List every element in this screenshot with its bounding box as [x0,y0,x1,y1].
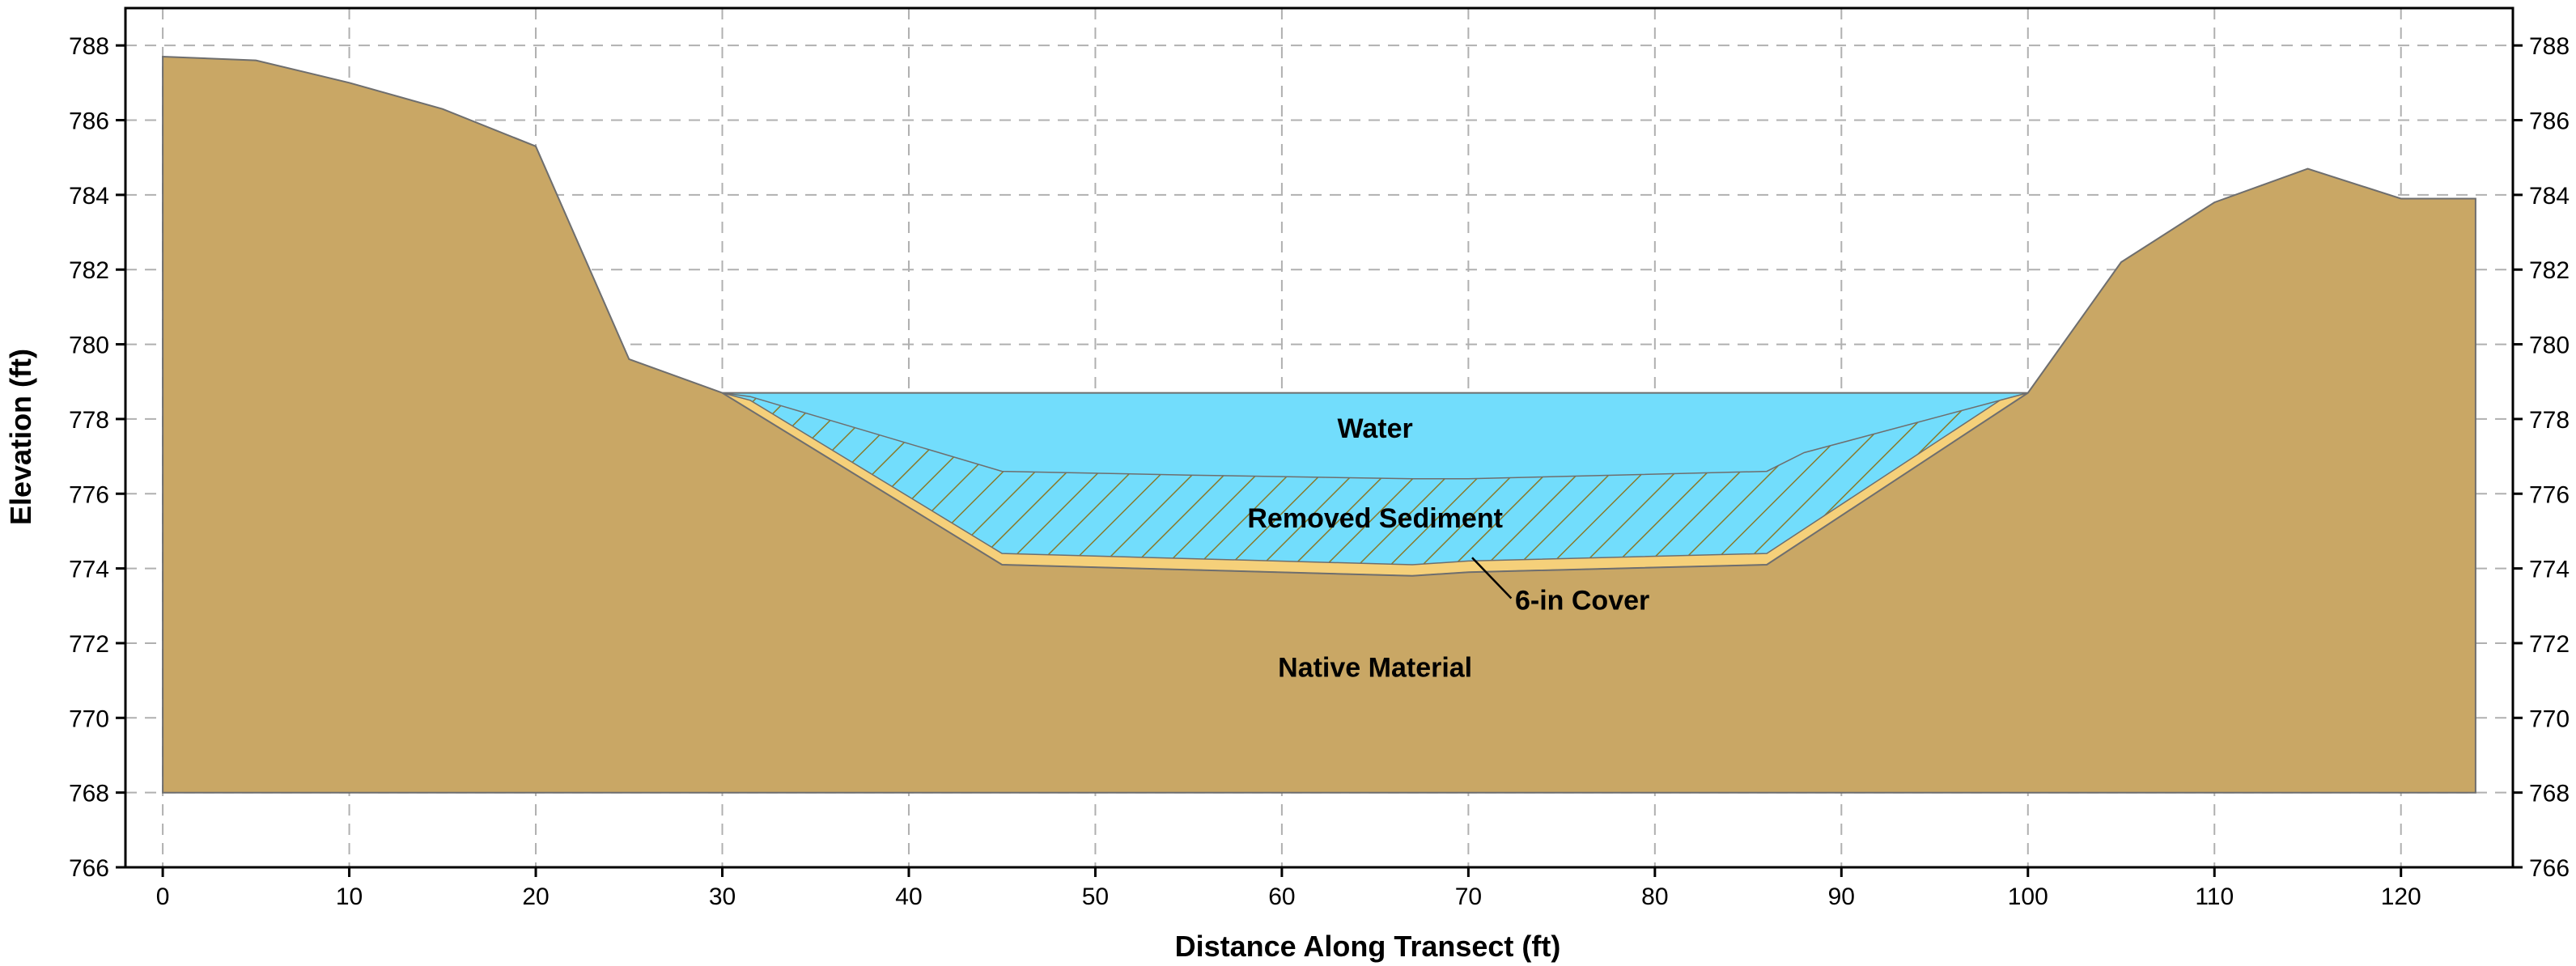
cover-label: 6-in Cover [1515,585,1649,616]
y-tick-label-right: 782 [2529,257,2570,284]
y-tick-label-right: 768 [2529,781,2570,807]
y-tick-label-left: 774 [69,557,109,583]
plot-frame [124,6,2514,869]
native-material-area [162,55,2476,794]
x-tick-label: 120 [2381,883,2421,910]
x-tick-label: 50 [1082,883,1109,910]
y-tick-label-left: 788 [69,33,109,60]
x-tick-label: 90 [1828,883,1855,910]
x-tick-label: 70 [1455,883,1482,910]
y-tick-label-right: 766 [2529,855,2570,882]
y-tick-label-right: 778 [2529,407,2570,434]
x-tick-label: 0 [156,883,170,910]
y-tick-label-left: 766 [69,855,109,882]
axes: 0 10 20 30 40 50 60 70 80 90 100 110 120 766 766 768 768… [69,33,2570,910]
y-tick-label-right: 776 [2529,481,2570,508]
x-tick-label: 60 [1268,883,1295,910]
native-material-label: Native Material [1278,653,1472,684]
y-tick-label-right: 788 [2529,33,2570,60]
y-tick-label-left: 782 [69,257,109,284]
y-tick-label-left: 786 [69,108,109,135]
y-tick-label-right: 774 [2529,557,2570,583]
x-tick-label: 10 [336,883,363,910]
x-tick-label: 80 [1641,883,1668,910]
y-tick-label-right: 770 [2529,705,2570,732]
removed-sediment-label: Removed Sediment [1247,503,1503,534]
y-tick-label-left: 784 [69,183,109,210]
x-tick-label: 110 [2195,883,2234,910]
y-tick-label-right: 780 [2529,333,2570,359]
x-tick-label: 40 [895,883,922,910]
y-tick-label-left: 772 [69,631,109,658]
y-tick-label-left: 770 [69,705,109,732]
region-labels: Water Removed Sediment 6-in Cover Native… [1247,413,1649,684]
y-tick-label-right: 786 [2529,108,2570,135]
x-tick-label: 30 [709,883,736,910]
plot-area [162,55,2476,794]
y-tick-label-left: 768 [69,781,109,807]
y-tick-label-left: 780 [69,333,109,359]
x-tick-label: 100 [2008,883,2048,910]
x-axis-title: Distance Along Transect (ft) [1175,930,1561,963]
x-tick-label: 20 [522,883,549,910]
y-tick-label-left: 776 [69,481,109,508]
y-tick-label-right: 784 [2529,183,2570,210]
y-tick-label-left: 778 [69,407,109,434]
y-tick-label-right: 772 [2529,631,2570,658]
cover-leader-line [1471,557,1513,600]
water-label: Water [1338,413,1413,444]
y-axis-title: Elevation (ft) [4,349,37,525]
